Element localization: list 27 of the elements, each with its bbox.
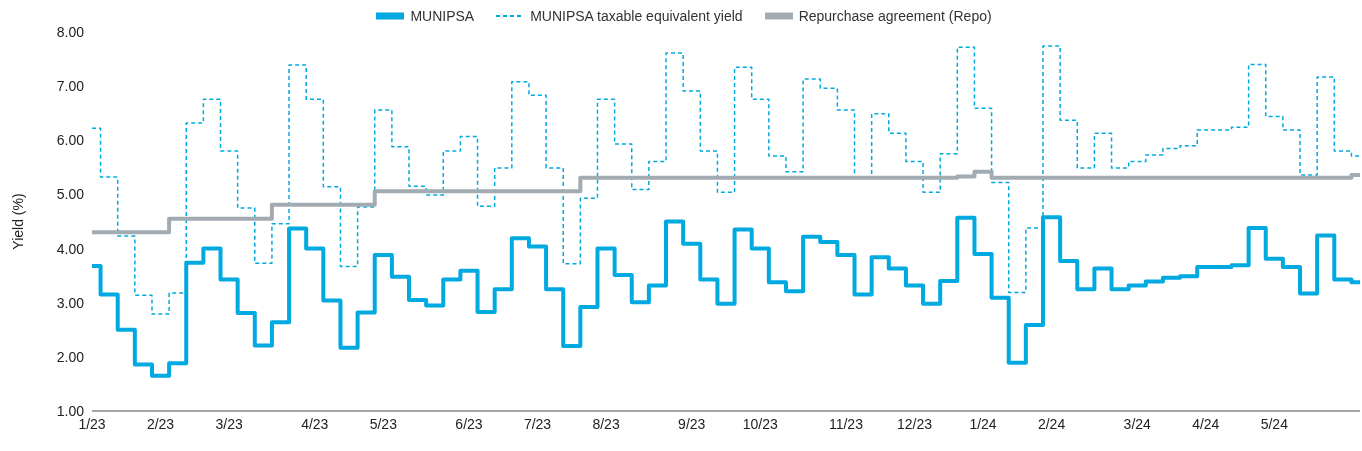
x-tick-label: 3/23 <box>215 415 243 432</box>
x-tick-label: 2/24 <box>1037 415 1066 432</box>
x-tick-label: 12/23 <box>896 415 933 432</box>
y-tick-label: 8.00 <box>56 23 85 40</box>
y-tick-label: 3.00 <box>56 294 85 311</box>
x-tick-label: 5/24 <box>1260 415 1289 432</box>
legend-label: MUNIPSA taxable equivalent yield <box>530 8 743 24</box>
legend-label: Repurchase agreement (Repo) <box>798 8 992 24</box>
legend-label: MUNIPSA <box>410 8 475 24</box>
x-tick-label: 7/23 <box>523 415 552 432</box>
y-tick-label: 4.00 <box>56 240 85 257</box>
x-tick-label: 3/24 <box>1123 415 1152 432</box>
y-tick-label: 6.00 <box>56 132 85 149</box>
x-tick-label: 1/24 <box>969 415 997 432</box>
y-tick-label: 2.00 <box>56 348 85 365</box>
x-tick-label: 8/23 <box>592 415 620 432</box>
y-tick-label: 5.00 <box>56 186 85 203</box>
x-tick-label: 2/23 <box>146 415 175 432</box>
y-tick-label: 7.00 <box>56 78 85 95</box>
x-tick-label: 4/23 <box>301 415 329 432</box>
x-tick-label: 4/24 <box>1192 415 1220 432</box>
x-tick-label: 5/23 <box>369 415 398 432</box>
y-axis-title: Yield (%) <box>9 193 26 250</box>
x-tick-label: 10/23 <box>742 415 778 432</box>
x-tick-label: 6/23 <box>455 415 483 432</box>
x-tick-label: 9/23 <box>678 415 706 432</box>
x-tick-label: 11/23 <box>828 415 864 432</box>
